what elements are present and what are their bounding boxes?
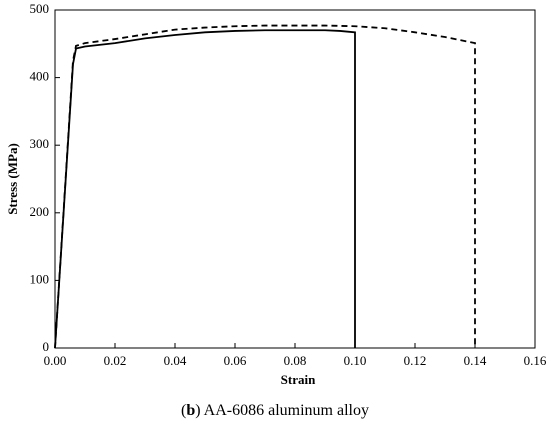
caption-label: b	[186, 402, 195, 419]
x-tick-label: 0.00	[44, 353, 67, 368]
caption-open: (	[181, 402, 186, 419]
caption-text: ) AA-6086 aluminum alloy	[195, 402, 369, 419]
x-tick-label: 0.04	[164, 353, 187, 368]
x-tick-label: 0.16	[524, 353, 547, 368]
y-axis-label: Stress (MPa)	[5, 143, 20, 215]
x-tick-label: 0.10	[344, 353, 367, 368]
x-tick-label: 0.12	[404, 353, 427, 368]
caption: (b) AA-6086 aluminum alloy	[181, 402, 369, 419]
x-tick-label: 0.06	[224, 353, 247, 368]
y-tick-label: 0	[43, 339, 50, 354]
x-tick-label: 0.08	[284, 353, 307, 368]
y-tick-label: 100	[30, 271, 50, 286]
series-line	[54, 24, 476, 349]
plot-frame	[54, 9, 536, 349]
y-tick-label: 200	[30, 204, 50, 219]
series-line	[54, 29, 356, 349]
x-axis-label: Strain	[281, 372, 316, 387]
x-tick-label: 0.14	[464, 353, 487, 368]
y-tick-label: 400	[30, 69, 50, 84]
y-tick-label: 300	[30, 136, 50, 151]
y-tick-label: 500	[30, 1, 50, 16]
x-tick-label: 0.02	[104, 353, 127, 368]
